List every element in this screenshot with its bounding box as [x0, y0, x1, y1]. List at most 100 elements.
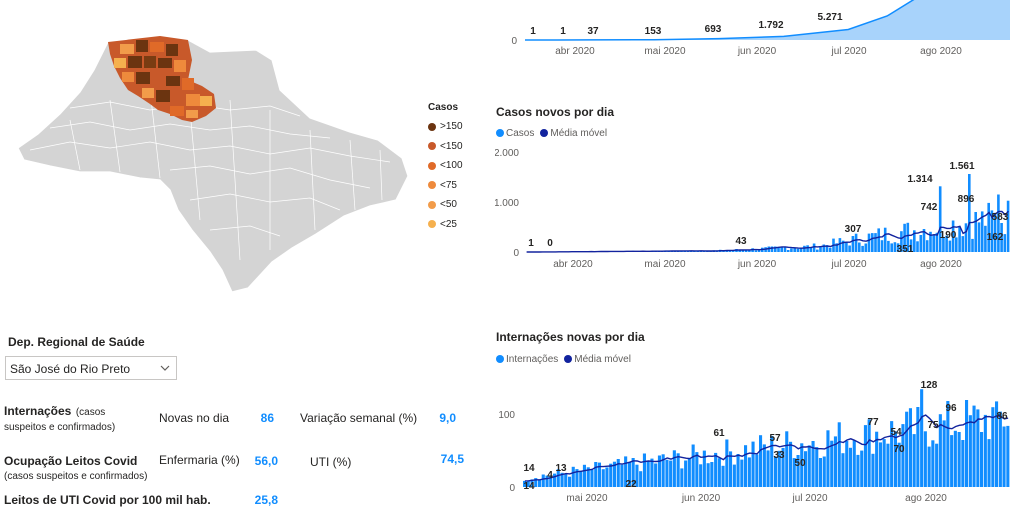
- bar[interactable]: [991, 407, 995, 487]
- bar[interactable]: [774, 456, 778, 487]
- bar[interactable]: [793, 248, 796, 252]
- bar[interactable]: [657, 455, 661, 488]
- bar[interactable]: [609, 463, 613, 487]
- bar[interactable]: [816, 249, 819, 252]
- bar[interactable]: [942, 420, 946, 487]
- bar[interactable]: [854, 233, 858, 252]
- bar[interactable]: [744, 445, 748, 487]
- bar[interactable]: [695, 452, 699, 487]
- bar[interactable]: [880, 240, 884, 252]
- bar[interactable]: [812, 243, 816, 253]
- bar[interactable]: [825, 245, 829, 252]
- bar[interactable]: [740, 459, 744, 487]
- bar[interactable]: [997, 194, 1000, 253]
- bar[interactable]: [530, 479, 534, 487]
- bar[interactable]: [601, 469, 605, 487]
- bar[interactable]: [796, 248, 800, 252]
- bar[interactable]: [998, 411, 1002, 487]
- bar[interactable]: [818, 458, 822, 487]
- bar[interactable]: [806, 245, 809, 252]
- bar[interactable]: [886, 443, 890, 487]
- bar[interactable]: [871, 453, 875, 487]
- bar[interactable]: [987, 439, 991, 487]
- bar[interactable]: [766, 450, 770, 487]
- bar[interactable]: [864, 243, 868, 253]
- bar[interactable]: [961, 236, 965, 252]
- bar[interactable]: [819, 246, 822, 252]
- legend-item[interactable]: Média móvel: [564, 354, 631, 365]
- bar[interactable]: [556, 469, 560, 487]
- sp-map[interactable]: [10, 30, 410, 295]
- bar[interactable]: [722, 250, 725, 252]
- bar[interactable]: [957, 432, 961, 487]
- bar[interactable]: [538, 480, 542, 487]
- bar[interactable]: [590, 469, 594, 487]
- bar[interactable]: [731, 250, 735, 252]
- bar[interactable]: [620, 464, 624, 487]
- bar[interactable]: [945, 235, 948, 252]
- bar[interactable]: [980, 211, 984, 252]
- bar[interactable]: [927, 446, 931, 487]
- bar[interactable]: [811, 441, 815, 487]
- bar[interactable]: [903, 223, 906, 252]
- bar[interactable]: [792, 458, 796, 487]
- bar[interactable]: [905, 411, 909, 487]
- map-legend-item[interactable]: >150: [428, 117, 488, 137]
- bar[interactable]: [971, 238, 974, 252]
- bar[interactable]: [1003, 234, 1007, 252]
- bar[interactable]: [845, 440, 849, 487]
- bar[interactable]: [961, 440, 965, 487]
- bar[interactable]: [977, 222, 981, 252]
- bar[interactable]: [995, 401, 999, 487]
- bar[interactable]: [858, 242, 861, 253]
- bar[interactable]: [650, 458, 654, 487]
- bar[interactable]: [890, 421, 894, 487]
- regional-dropdown[interactable]: São José do Rio Preto: [5, 356, 177, 380]
- bar[interactable]: [845, 241, 848, 252]
- bar[interactable]: [738, 249, 741, 252]
- bar[interactable]: [882, 439, 886, 487]
- bar[interactable]: [875, 431, 879, 487]
- bar[interactable]: [848, 245, 851, 253]
- bar[interactable]: [867, 419, 871, 487]
- bar[interactable]: [851, 236, 855, 252]
- bar[interactable]: [935, 232, 939, 252]
- bar[interactable]: [935, 443, 939, 487]
- bar[interactable]: [751, 441, 755, 487]
- bar[interactable]: [759, 435, 763, 487]
- bar[interactable]: [803, 245, 806, 252]
- bar[interactable]: [568, 476, 572, 487]
- bar[interactable]: [560, 472, 564, 487]
- bar[interactable]: [744, 250, 748, 252]
- bar[interactable]: [790, 248, 793, 252]
- bar[interactable]: [754, 250, 758, 252]
- map-legend-item[interactable]: <75: [428, 176, 488, 196]
- bar[interactable]: [741, 249, 745, 252]
- bar[interactable]: [687, 457, 691, 487]
- bar[interactable]: [913, 230, 916, 252]
- bar[interactable]: [916, 407, 920, 487]
- bar[interactable]: [887, 240, 890, 252]
- bar[interactable]: [786, 250, 790, 252]
- bar[interactable]: [721, 465, 725, 487]
- bar[interactable]: [908, 408, 912, 487]
- bar[interactable]: [777, 246, 780, 252]
- bar[interactable]: [838, 238, 842, 252]
- bar[interactable]: [931, 440, 935, 487]
- bar[interactable]: [807, 445, 811, 487]
- bar[interactable]: [976, 409, 980, 487]
- bar[interactable]: [627, 462, 631, 487]
- bar[interactable]: [983, 414, 987, 487]
- bar[interactable]: [800, 443, 804, 487]
- bar[interactable]: [780, 247, 783, 252]
- bar[interactable]: [755, 454, 759, 488]
- bar[interactable]: [942, 236, 945, 252]
- bar[interactable]: [706, 463, 710, 487]
- bar[interactable]: [901, 424, 905, 487]
- bar[interactable]: [1000, 223, 1003, 252]
- bar[interactable]: [575, 469, 579, 487]
- bar[interactable]: [938, 186, 942, 252]
- bar[interactable]: [828, 247, 832, 252]
- bar[interactable]: [624, 456, 628, 487]
- bar[interactable]: [837, 422, 841, 487]
